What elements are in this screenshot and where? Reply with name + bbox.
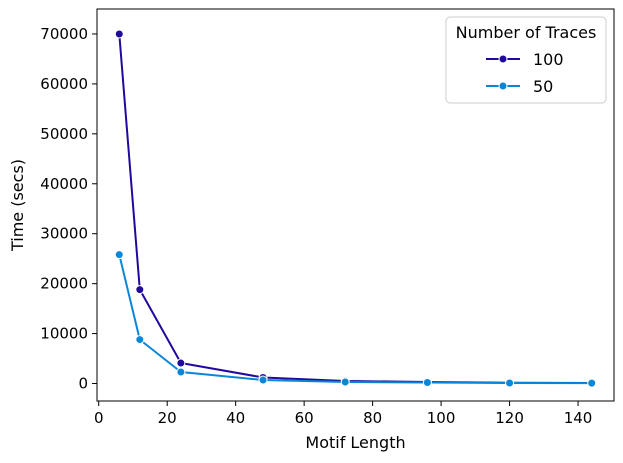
- series-layer: [114, 29, 597, 388]
- y-tick-label: 60000: [40, 75, 88, 93]
- x-tick-label: 40: [226, 409, 245, 427]
- y-tick-label: 0: [78, 375, 88, 393]
- x-tick-label: 140: [564, 409, 593, 427]
- x-tick-label: 0: [94, 409, 104, 427]
- x-axis-label: Motif Length: [305, 433, 405, 452]
- legend-marker-100: [498, 54, 508, 64]
- data-point-50: [587, 378, 597, 388]
- y-tick-label: 20000: [40, 275, 88, 293]
- series-line-50: [118, 254, 592, 385]
- x-tick-label: 80: [363, 409, 382, 427]
- y-tick-label: 50000: [40, 125, 88, 143]
- x-tick-label: 120: [495, 409, 524, 427]
- data-point-100: [114, 29, 124, 39]
- data-point-50: [422, 378, 432, 388]
- legend-frame: [445, 16, 607, 104]
- ticks-layer: 0 20 40 60 80 100 120 140 0 10000 20000 30000 40000 5…: [40, 25, 592, 427]
- data-point-100: [176, 358, 186, 368]
- y-tick-label: 10000: [40, 325, 88, 343]
- data-point-50: [340, 377, 350, 387]
- data-point-50: [505, 378, 515, 388]
- x-tick-label: 20: [158, 409, 177, 427]
- y-tick-label: 40000: [40, 175, 88, 193]
- data-point-50: [176, 367, 186, 377]
- data-point-50: [114, 250, 124, 260]
- y-tick-label: 70000: [40, 25, 88, 43]
- legend-label-50: 50: [533, 77, 553, 96]
- data-point-50: [258, 375, 268, 385]
- legend-title: Number of Traces: [456, 23, 597, 42]
- x-tick-label: 100: [427, 409, 456, 427]
- data-point-100: [135, 285, 145, 295]
- x-tick-label: 60: [295, 409, 314, 427]
- y-axis-label: Time (secs): [8, 159, 27, 252]
- legend-marker-50: [498, 81, 508, 91]
- y-tick-label: 30000: [40, 225, 88, 243]
- plot-frame: [96, 8, 615, 402]
- data-point-50: [135, 335, 145, 345]
- legend-label-100: 100: [533, 50, 564, 69]
